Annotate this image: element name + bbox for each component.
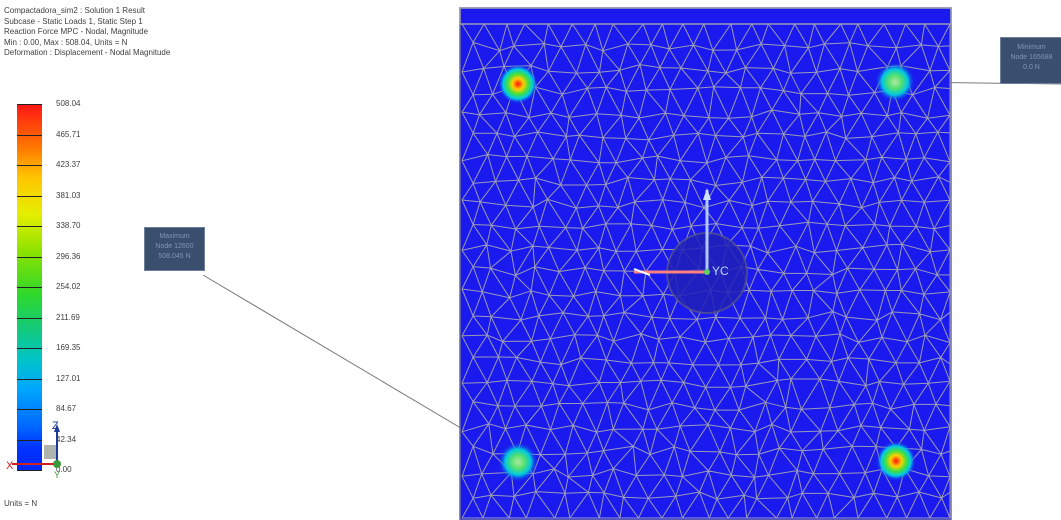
legend-tick-line bbox=[17, 196, 42, 197]
legend-tick-line bbox=[17, 348, 42, 349]
legend-tick-line bbox=[17, 287, 42, 288]
legend-tick-label: 211.69 bbox=[56, 313, 80, 322]
legend-tick-line bbox=[17, 470, 42, 471]
legend-tick-line bbox=[17, 379, 42, 380]
legend-tick-label: 169.35 bbox=[56, 343, 81, 352]
wcs-label: YC bbox=[712, 264, 729, 278]
legend-tick-label: 42.34 bbox=[56, 435, 77, 444]
legend-tick-line bbox=[17, 318, 42, 319]
maximum-callout-node: Node 12600 bbox=[155, 243, 194, 250]
legend-tick-label: 338.70 bbox=[56, 221, 81, 230]
hotspot-bottom-right bbox=[876, 441, 916, 481]
minimum-callout-node: Node 165688 bbox=[1010, 54, 1053, 61]
legend-tick-line bbox=[17, 440, 42, 441]
minimum-callout-value: 0.0 N bbox=[1023, 64, 1040, 71]
legend-tick-label: 508.04 bbox=[56, 99, 81, 108]
result-header: Compactadora_sim2 : Solution 1 Result Su… bbox=[4, 6, 170, 59]
legend-tick-label: 296.36 bbox=[56, 252, 81, 261]
triad-origin-box bbox=[44, 445, 58, 459]
legend-tick-line bbox=[17, 257, 42, 258]
legend-tick-line bbox=[17, 409, 42, 410]
wcs-z-arrow bbox=[703, 188, 711, 200]
header-line-range: Min : 0.00, Max : 508.04, Units = N bbox=[4, 37, 128, 47]
wcs-x-highlight bbox=[633, 268, 651, 276]
view-triad[interactable]: Z X Y bbox=[0, 412, 70, 482]
legend-tick-line bbox=[17, 104, 42, 105]
plate-top-border bbox=[459, 7, 952, 25]
legend-tick-label: 127.01 bbox=[56, 374, 81, 383]
hotspot-bottom-left bbox=[498, 442, 538, 482]
legend-tick-label: 254.02 bbox=[56, 282, 81, 291]
legend-tick-label: 84.67 bbox=[56, 404, 77, 413]
triad-z-label: Z bbox=[52, 420, 59, 432]
header-line-deformation: Deformation : Displacement - Nodal Magni… bbox=[4, 48, 171, 57]
triad-x-label: X bbox=[6, 460, 14, 472]
hotspot-top-right bbox=[875, 62, 915, 102]
maximum-callout-title: Maximum bbox=[159, 233, 190, 240]
legend-tick-label: 0.00 bbox=[56, 465, 72, 474]
maximum-leader-line bbox=[202, 274, 509, 457]
minimum-callout[interactable]: Minimum Node 165688 0.0 N bbox=[1000, 37, 1061, 84]
hotspot-top-left bbox=[498, 64, 538, 104]
legend-tick-label: 381.03 bbox=[56, 191, 81, 200]
legend-tick-line bbox=[17, 226, 42, 227]
header-line-model: Compactadora_sim2 : Solution 1 Result bbox=[4, 6, 145, 15]
legend-tick-label: 465.71 bbox=[56, 130, 81, 139]
minimum-callout-title: Minimum bbox=[1017, 44, 1046, 51]
legend-tick-line bbox=[17, 135, 42, 136]
maximum-callout-value: 508.045 N bbox=[158, 253, 191, 260]
maximum-callout[interactable]: Maximum Node 12600 508.045 N bbox=[144, 227, 205, 271]
legend-units: Units = N bbox=[4, 499, 38, 508]
legend-tick-line bbox=[17, 165, 42, 166]
triad-y-axis bbox=[53, 460, 61, 468]
wcs-origin bbox=[704, 269, 710, 275]
legend-tick-label: 423.37 bbox=[56, 160, 81, 169]
triad-y-label: Y bbox=[54, 470, 60, 480]
header-line-result-type: Reaction Force MPC - Nodal, Magnitude bbox=[4, 27, 149, 36]
triad-z-arrow bbox=[54, 424, 60, 432]
header-line-subcase: Subcase - Static Loads 1, Static Step 1 bbox=[4, 16, 143, 26]
